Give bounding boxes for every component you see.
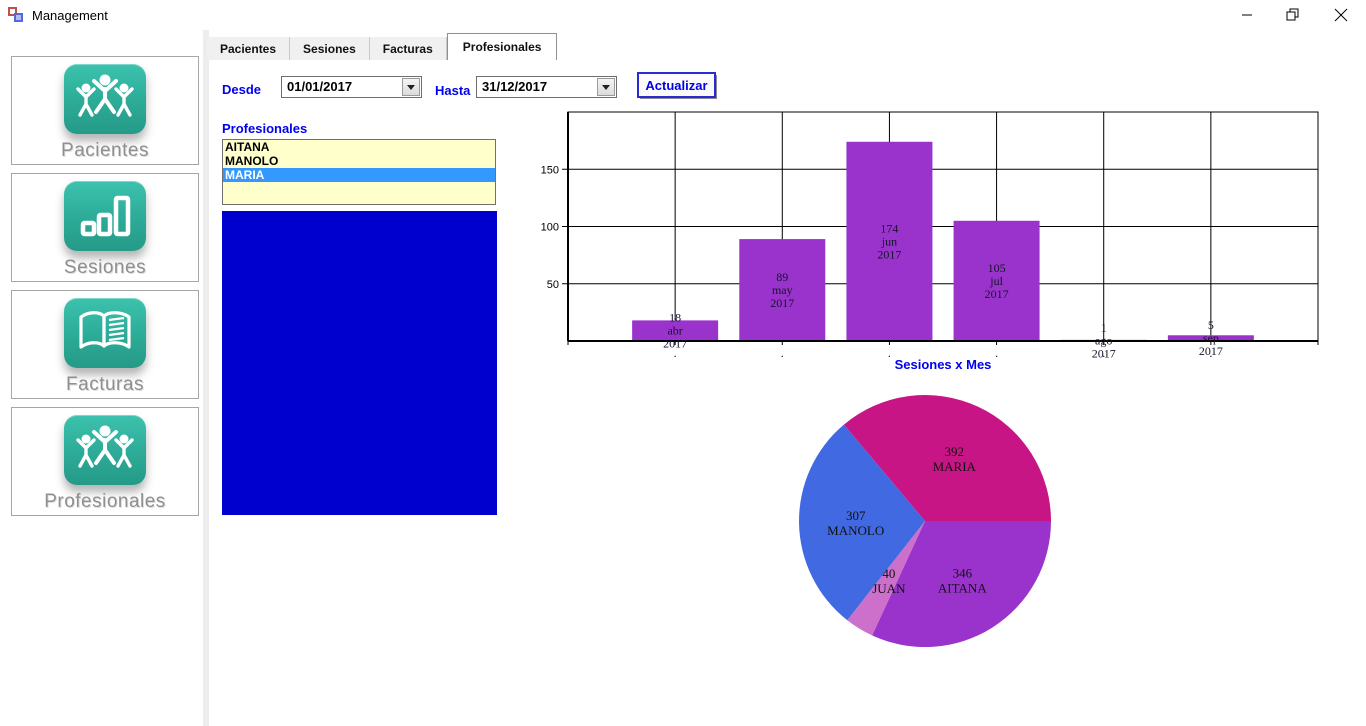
bar-jun — [846, 141, 933, 341]
x-axis-dot-label: . — [1209, 346, 1212, 360]
list-item-maria[interactable]: MARIA — [223, 168, 495, 182]
bar-month-label: ago — [1095, 333, 1112, 347]
app-icon-blue-square — [14, 13, 23, 22]
pie-name-label: MARIA — [933, 459, 977, 474]
tab-facturas[interactable]: Facturas — [369, 37, 447, 60]
bar-value-label: 5 — [1208, 318, 1214, 332]
x-axis-dot-label: . — [781, 346, 784, 360]
bar-year-label: 2017 — [663, 337, 687, 351]
close-button[interactable] — [1318, 0, 1364, 30]
bar-value-label: 1 — [1101, 320, 1107, 334]
pie-value-label: 346 — [953, 565, 973, 580]
sidebar-label-profesionales: Profesionales — [44, 491, 166, 512]
bar-chart-canvas: 5010015018abr2017.89may2017.174jun2017.1… — [541, 111, 1319, 360]
sidebar-item-sesiones[interactable]: Sesiones — [11, 173, 199, 282]
bar-year-label: 2017 — [877, 247, 901, 261]
y-tick-label: 50 — [547, 279, 559, 291]
minimize-icon — [1242, 14, 1252, 16]
bar-chart-icon — [64, 181, 146, 251]
bar-value-label: 89 — [776, 270, 788, 284]
list-item-aitana[interactable]: AITANA — [225, 140, 270, 154]
pie-name-label: JUAN — [872, 581, 906, 596]
hasta-label: Hasta — [435, 83, 471, 98]
sidebar-item-profesionales[interactable]: Profesionales — [11, 407, 199, 516]
tab-strip: Pacientes Sesiones Facturas Profesionale… — [207, 33, 558, 60]
bar-year-label: 2017 — [1199, 344, 1223, 358]
x-axis-dot-label: . — [888, 346, 891, 360]
tab-profesionales[interactable]: Profesionales — [446, 33, 558, 60]
x-axis-dot-label: . — [674, 346, 677, 360]
pie-name-label: MANOLO — [827, 523, 884, 538]
list-item-manolo[interactable]: MANOLO — [225, 154, 279, 168]
y-tick-label: 100 — [541, 222, 559, 234]
desde-value: 01/01/2017 — [287, 79, 353, 94]
panel-divider — [203, 30, 209, 726]
people-icon — [64, 64, 146, 134]
x-axis-dot-label: . — [1102, 346, 1105, 360]
sidebar-item-pacientes[interactable]: Pacientes — [11, 56, 199, 165]
chevron-down-icon[interactable] — [597, 78, 615, 96]
pie-slice-manolo — [799, 424, 925, 621]
close-icon — [1334, 8, 1348, 22]
pie-slice-aitana — [872, 521, 1051, 648]
bar-value-label: 18 — [669, 311, 681, 325]
sidebar-label-sesiones: Sesiones — [63, 257, 147, 278]
hasta-value: 31/12/2017 — [482, 79, 548, 94]
bar-month-label: sep — [1203, 331, 1219, 345]
profesionales-list-label: Profesionales — [222, 121, 308, 136]
bar-year-label: 2017 — [985, 287, 1009, 301]
minimize-button[interactable] — [1224, 0, 1270, 30]
pie-slice-juan — [847, 521, 925, 636]
bar-month-label: jun — [881, 234, 897, 248]
pie-name-label: AITANA — [938, 580, 987, 595]
bar-jul — [953, 220, 1040, 341]
chevron-down-icon[interactable] — [402, 78, 420, 96]
actualizar-button[interactable]: Actualizar — [637, 72, 716, 98]
sessions-pie-chart: 346 AITANA 40 JUAN 307 MANOLO 392 MARIA — [797, 393, 1053, 649]
pie-value-label: 307 — [846, 508, 866, 523]
empty-chart-panel — [222, 211, 497, 515]
app-icon — [8, 7, 24, 23]
bar-value-label: 105 — [988, 261, 1006, 275]
sidebar-label-facturas: Facturas — [66, 374, 144, 395]
restore-button[interactable] — [1270, 0, 1316, 30]
sessions-bar-chart: 50 100 150 18 abr 2017. 89 may 2017. 174 jun 2017. 1… — [530, 105, 1330, 385]
bar-month-label: abr — [667, 324, 682, 338]
invoice-book-icon — [64, 298, 146, 368]
title-bar: Management — [0, 0, 1366, 30]
desde-label: Desde — [222, 82, 262, 97]
desde-combobox[interactable]: 01/01/2017 — [281, 76, 422, 98]
pie-value-label: 40 — [882, 566, 895, 581]
bar-year-label: 2017 — [1092, 346, 1116, 360]
tab-sesiones[interactable]: Sesiones — [290, 37, 370, 60]
profesionales-listbox[interactable]: AITANA MANOLO MARIA — [222, 139, 496, 205]
sidebar-item-facturas[interactable]: Facturas — [11, 290, 199, 399]
tab-pacientes[interactable]: Pacientes — [207, 37, 291, 60]
people-icon — [64, 415, 146, 485]
bar-sep — [1167, 335, 1254, 341]
hasta-combobox[interactable]: 31/12/2017 — [476, 76, 617, 98]
bar-year-label: 2017 — [770, 296, 794, 310]
bar-month-label: jul — [989, 274, 1003, 288]
sidebar-label-pacientes: Pacientes — [61, 140, 149, 161]
bar-month-label: may — [772, 283, 793, 297]
window-title: Management — [32, 8, 108, 23]
pie-value-label: 392 — [945, 444, 965, 459]
bar-may — [739, 239, 826, 341]
x-axis-dot-label: . — [995, 346, 998, 360]
bar-chart-title: Sesiones x Mes — [894, 357, 992, 372]
y-tick-label: 150 — [541, 164, 559, 176]
restore-icon — [1286, 8, 1299, 21]
pie-slice-maria — [843, 395, 1051, 521]
app-icon-red-square — [8, 7, 17, 16]
bar-value-label: 174 — [880, 221, 898, 235]
bar-abr — [632, 320, 719, 341]
